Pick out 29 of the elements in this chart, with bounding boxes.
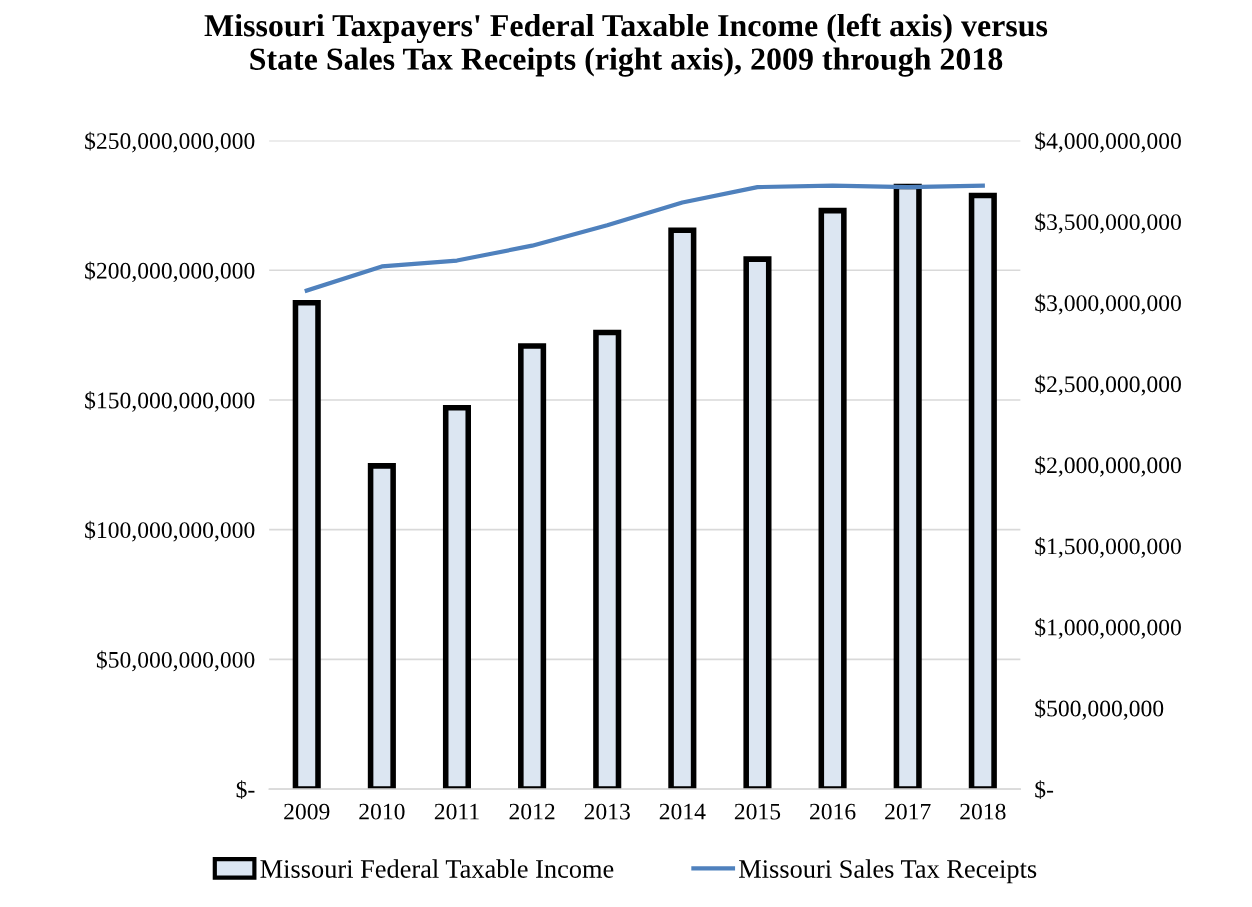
- y-tick-label: $50,000,000,000: [96, 650, 255, 672]
- x-tick-label: 2013: [584, 803, 630, 820]
- y2-tick-label: $2,000,000,000: [1035, 455, 1181, 477]
- y-tick-label: $150,000,000,000: [85, 391, 255, 412]
- x-tick-label: 2017: [885, 803, 931, 820]
- y2-tick-label: $4,000,000,000: [1035, 131, 1181, 153]
- x-tick-label: 2010: [359, 803, 405, 820]
- y-tick-label: $100,000,000,000: [85, 520, 255, 542]
- x-tick-label: 2012: [509, 803, 555, 820]
- y2-tick-label: $1,500,000,000: [1035, 537, 1181, 558]
- legend-label: Missouri Federal Taxable Income: [260, 859, 614, 878]
- y2-tick-label: $500,000,000: [1035, 699, 1164, 720]
- x-tick-label: 2011: [434, 803, 479, 820]
- y2-tick-label: $-: [1035, 780, 1054, 800]
- y-tick-label: $250,000,000,000: [85, 131, 255, 153]
- y2-tick-label: $3,500,000,000: [1035, 212, 1181, 234]
- chart-title: Missouri Taxpayers' Federal Taxable Income (left axis) versus State Sales Tax Receipts (right axis), 2009 through 2018: [204, 13, 1048, 77]
- x-tick-label: 2016: [810, 803, 856, 820]
- y-tick-label: $200,000,000,000: [85, 261, 255, 283]
- line-series: [304, 183, 985, 293]
- y2-tick-label: $1,000,000,000: [1035, 618, 1181, 639]
- x-tick-label: 2009: [284, 803, 330, 820]
- y2-tick-label: $2,500,000,000: [1035, 374, 1181, 396]
- x-tick-label: 2015: [734, 803, 781, 820]
- y-tick-label: $-: [236, 780, 255, 800]
- x-tick-label: 2014: [659, 803, 706, 820]
- y2-tick-label: $3,000,000,000: [1035, 293, 1181, 315]
- x-tick-label: 2018: [960, 803, 1006, 820]
- legend-label: Missouri Sales Tax Receipts: [739, 859, 1037, 884]
